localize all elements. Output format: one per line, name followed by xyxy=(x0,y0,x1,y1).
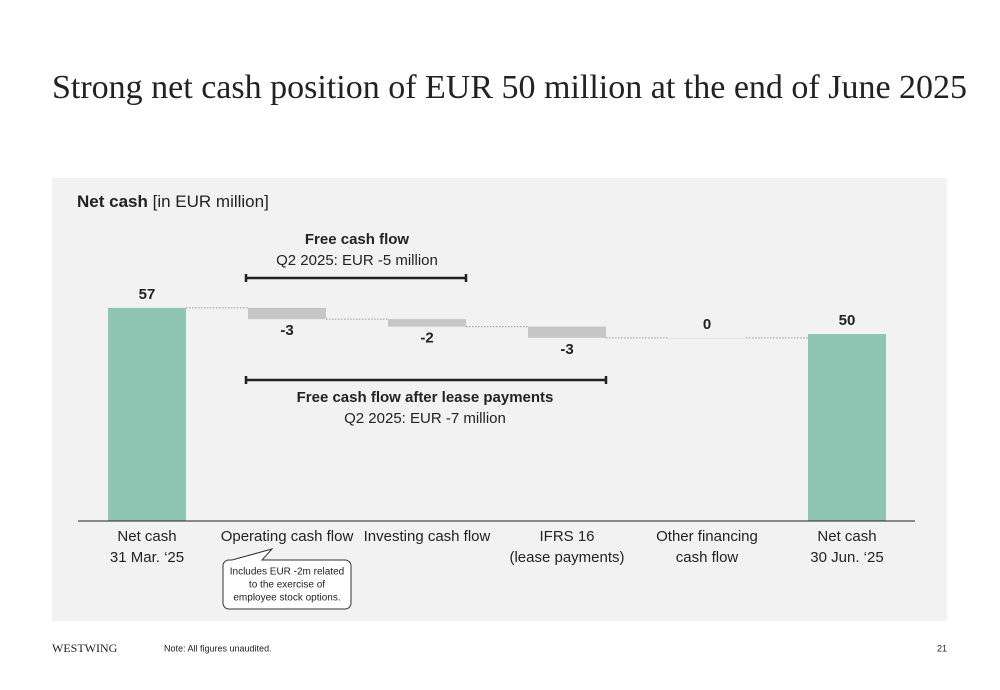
x-tick-label: Net cash xyxy=(817,528,876,545)
value-label: -3 xyxy=(280,322,293,339)
callout-text: Includes EUR -2m related xyxy=(230,567,345,578)
x-tick-label: Investing cash flow xyxy=(364,528,491,545)
bar xyxy=(668,337,746,339)
page-number: 21 xyxy=(937,643,947,653)
x-tick-label: Other financing xyxy=(656,528,758,545)
callout-text: to the exercise of xyxy=(249,580,325,591)
brand: WESTWING xyxy=(52,641,118,655)
chart-heading: Net cash [in EUR million] xyxy=(77,192,269,211)
heading: Net cash xyxy=(77,192,148,211)
x-tick-label: Net cash xyxy=(117,528,176,545)
annotation-text: Q2 2025: EUR -5 million xyxy=(276,252,438,269)
bar xyxy=(108,307,186,521)
annotation-title: Free cash flow xyxy=(305,231,410,248)
bar xyxy=(388,319,466,327)
bar xyxy=(808,334,886,521)
annotation-text: Q2 2025: EUR -7 million xyxy=(344,410,506,427)
bar xyxy=(528,326,606,338)
bracket xyxy=(244,376,608,384)
bar xyxy=(248,307,326,320)
plot: 57 Net cash 31 Mar. ‘25 -3 Operating cash fl… xyxy=(78,286,915,566)
x-tick-label: 31 Mar. ‘25 xyxy=(110,549,184,566)
annotation-title: Free cash flow after lease payments xyxy=(297,389,554,406)
x-tick-label: IFRS 16 xyxy=(539,528,594,545)
value-label: 57 xyxy=(139,286,156,303)
x-tick-label: Operating cash flow xyxy=(221,528,354,545)
value-label: -3 xyxy=(560,341,573,358)
unit: [in EUR million] xyxy=(153,192,269,211)
value-label: -2 xyxy=(420,330,433,347)
slide-title: Strong net cash position of EUR 50 milli… xyxy=(52,69,967,106)
callout-text: employee stock options. xyxy=(233,593,340,604)
chart-panel xyxy=(52,178,947,621)
callout-box xyxy=(222,548,352,610)
x-tick-label: (lease payments) xyxy=(509,549,624,566)
value-label: 50 xyxy=(839,312,856,329)
x-tick-label: 30 Jun. ‘25 xyxy=(810,549,883,566)
x-tick-label: cash flow xyxy=(676,549,739,566)
footnote: Note: All figures unaudited. xyxy=(164,643,272,653)
bracket xyxy=(244,274,468,282)
value-label: 0 xyxy=(703,316,711,333)
